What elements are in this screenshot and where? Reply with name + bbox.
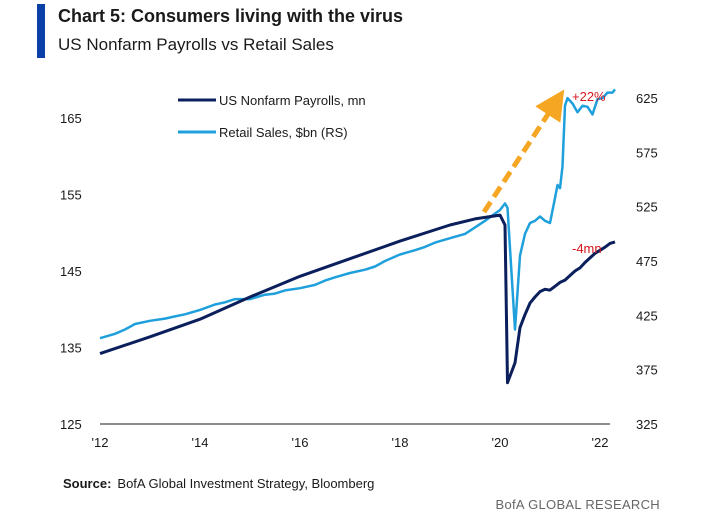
legend: US Nonfarm Payrolls, mn Retail Sales, $b… — [178, 93, 366, 140]
growth-arrow — [481, 89, 565, 214]
x-tick-label: '20 — [492, 435, 509, 450]
y-left-tick-label: 155 — [60, 187, 82, 202]
y-right-tick-label: 325 — [636, 417, 658, 432]
accent-bar — [37, 4, 45, 58]
chart-title: Chart 5: Consumers living with the virus — [58, 6, 404, 26]
series-line-retail — [99, 88, 616, 340]
x-tick-label: '16 — [292, 435, 309, 450]
source-label: Source: — [63, 476, 112, 491]
legend-label-payrolls: US Nonfarm Payrolls, mn — [219, 93, 366, 108]
x-tick-label: '18 — [392, 435, 409, 450]
source-note: Source: BofA Global Investment Strategy, … — [63, 476, 374, 491]
y-left-tick-label: 125 — [60, 417, 82, 432]
y-left-tick-label: 145 — [60, 264, 82, 279]
y-right-tick-label: 425 — [636, 308, 658, 323]
legend-label-retail: Retail Sales, $bn (RS) — [219, 125, 348, 140]
right-y-axis: 325 375 425 475 525 575 625 — [636, 91, 658, 432]
annotation-payroll-change: -4mn — [572, 241, 602, 256]
line-chart: 125 135 145 155 165 325 375 425 475 525 575 625 '1… — [60, 88, 658, 450]
y-right-tick-label: 625 — [636, 91, 658, 106]
annotation-retail-growth: +22% — [572, 89, 606, 104]
x-tick-label: '12 — [92, 435, 109, 450]
y-right-tick-label: 475 — [636, 254, 658, 269]
y-right-tick-label: 525 — [636, 200, 658, 215]
x-tick-label: '14 — [192, 435, 209, 450]
y-right-tick-label: 575 — [636, 145, 658, 160]
footer-brand: BofA GLOBAL RESEARCH — [495, 497, 660, 512]
source-text: BofA Global Investment Strategy, Bloombe… — [117, 476, 375, 491]
x-tick-label: '22 — [592, 435, 609, 450]
series-layer — [99, 88, 616, 385]
chart-subtitle: US Nonfarm Payrolls vs Retail Sales — [58, 35, 334, 54]
y-left-tick-label: 165 — [60, 111, 82, 126]
left-y-axis: 125 135 145 155 165 — [60, 111, 82, 432]
series-line-payrolls — [99, 213, 616, 385]
x-axis: '12 '14 '16 '18 '20 '22 — [92, 435, 609, 450]
y-right-tick-label: 375 — [636, 363, 658, 378]
y-left-tick-label: 135 — [60, 340, 82, 355]
